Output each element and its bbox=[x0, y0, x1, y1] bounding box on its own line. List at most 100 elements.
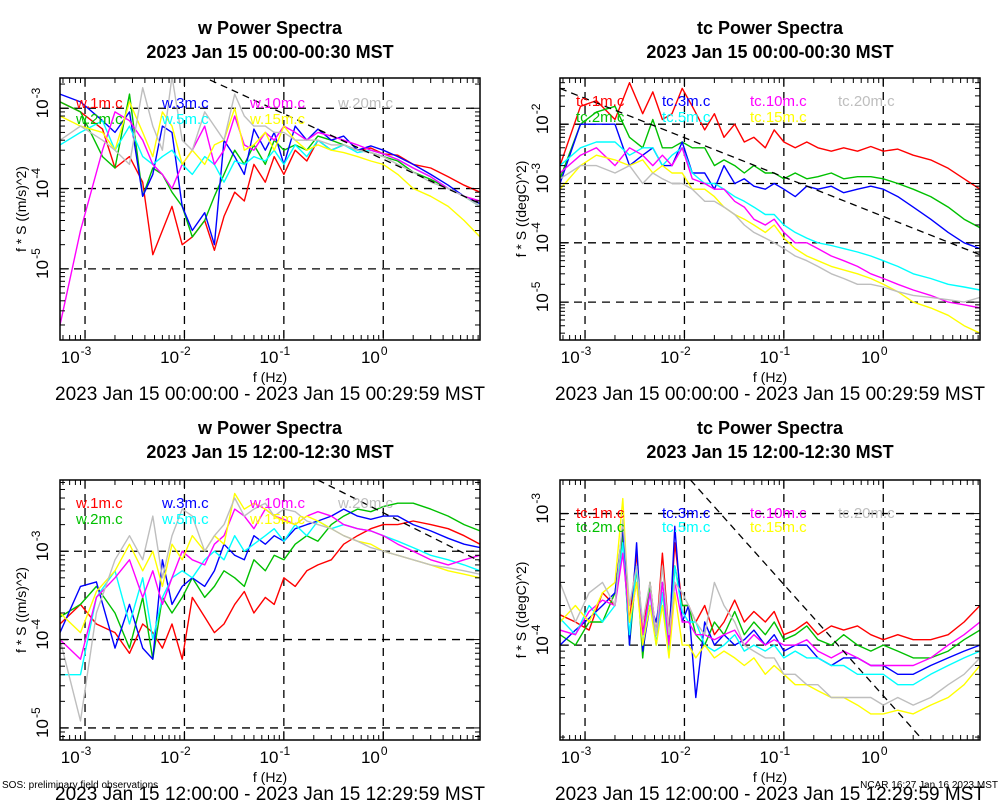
x-tick-label: 100 bbox=[861, 344, 888, 367]
series-line-15m bbox=[560, 497, 980, 715]
x-tick-label: 100 bbox=[361, 744, 388, 767]
reference-slope-line bbox=[317, 480, 480, 562]
footer-right-stamp: NCAR 16:27 Jan 16 2023 MST bbox=[860, 780, 998, 791]
x-tick-label: 100 bbox=[361, 344, 388, 367]
y-axis-label: f * S ((degC)^2) bbox=[513, 161, 529, 258]
series-group bbox=[60, 492, 480, 722]
series-line-1m bbox=[560, 81, 980, 190]
series-line-3m bbox=[560, 123, 980, 250]
y-tick-label: 10-5 bbox=[29, 707, 52, 738]
x-axis-label: f (Hz) bbox=[753, 369, 787, 385]
reference-slope-line bbox=[204, 78, 480, 205]
y-axis-label: f * S ((m/s)^2) bbox=[13, 567, 29, 653]
chart-subtitle: 2023 Jan 15 00:00-00:30 MST bbox=[646, 42, 893, 62]
y-tick-label: 10-4 bbox=[529, 624, 552, 655]
legend-entry-20m: tc.20m.c bbox=[838, 505, 895, 522]
legend-entry-15m: tc.15m.c bbox=[750, 519, 807, 536]
legend-entry-1m: w.1m.c bbox=[75, 495, 123, 512]
series-line-5m bbox=[560, 141, 980, 291]
time-range-label: 2023 Jan 15 00:00:00 - 2023 Jan 15 00:29… bbox=[555, 384, 985, 405]
x-tick-label: 10-2 bbox=[160, 344, 191, 367]
legend-entry-2m: w.2m.c bbox=[75, 511, 123, 528]
legend-entry-5m: w.5m.c bbox=[161, 511, 209, 528]
time-range-label: 2023 Jan 15 00:00:00 - 2023 Jan 15 00:29… bbox=[55, 384, 485, 405]
y-tick-label: 10-3 bbox=[29, 530, 52, 561]
legend-entry-3m: tc.3m.c bbox=[662, 93, 711, 110]
series-group bbox=[60, 78, 480, 326]
series-line-1m bbox=[60, 101, 480, 256]
tc-spectra-night-panel: tc Power Spectra 2023 Jan 15 00:00-00:30 … bbox=[513, 18, 985, 405]
legend-entry-2m: tc.2m.c bbox=[576, 109, 625, 126]
legend-entry-5m: tc.5m.c bbox=[662, 109, 711, 126]
legend-entry-1m: tc.1m.c bbox=[576, 93, 625, 110]
series-line-2m bbox=[60, 93, 480, 238]
y-tick-label: 10-3 bbox=[529, 493, 552, 524]
legend-entry-3m: tc.3m.c bbox=[662, 505, 711, 522]
legend-entry-1m: tc.1m.c bbox=[576, 505, 625, 522]
x-tick-label: 10-1 bbox=[260, 744, 291, 767]
y-tick-label: 10-5 bbox=[29, 248, 52, 279]
series-line-5m bbox=[60, 520, 480, 676]
y-tick-label: 10-4 bbox=[29, 168, 52, 199]
w-spectra-noon-panel: w Power Spectra 2023 Jan 15 12:00-12:30 M… bbox=[13, 418, 485, 800]
chart-title: w Power Spectra bbox=[197, 418, 343, 438]
plot-frame bbox=[59, 77, 481, 341]
y-tick-label: 10-5 bbox=[529, 281, 552, 312]
x-tick-label: 10-3 bbox=[61, 744, 92, 767]
legend-entry-2m: w.2m.c bbox=[75, 111, 123, 128]
reference-slope-line bbox=[689, 480, 924, 740]
legend-entry-10m: tc.10m.c bbox=[750, 505, 807, 522]
x-tick-label: 100 bbox=[861, 744, 888, 767]
x-tick-label: 10-2 bbox=[660, 744, 691, 767]
chart-title: w Power Spectra bbox=[197, 18, 343, 38]
series-line-15m bbox=[60, 101, 480, 238]
legend-entry-5m: w.5m.c bbox=[161, 111, 209, 128]
footer-left-note: SOS: preliminary field observations bbox=[2, 780, 158, 791]
series-group bbox=[560, 497, 980, 715]
x-axis-label: f (Hz) bbox=[253, 369, 287, 385]
w-spectra-night-panel: w Power Spectra 2023 Jan 15 00:00-00:30 M… bbox=[13, 18, 485, 405]
x-tick-label: 10-3 bbox=[561, 744, 592, 767]
x-axis-label: f (Hz) bbox=[253, 769, 287, 785]
series-line-20m bbox=[60, 497, 480, 722]
x-tick-label: 10-3 bbox=[61, 344, 92, 367]
series-line-15m bbox=[560, 154, 980, 334]
legend-entry-10m: w.10m.c bbox=[249, 495, 306, 512]
time-range-label: 2023 Jan 15 12:00:00 - 2023 Jan 15 12:29… bbox=[55, 784, 485, 800]
legend-entry-15m: w.15m.c bbox=[249, 111, 306, 128]
legend-entry-3m: w.3m.c bbox=[161, 495, 209, 512]
series-line-10m bbox=[60, 508, 480, 660]
legend-entry-15m: w.15m.c bbox=[249, 511, 306, 528]
tc-spectra-noon-panel: tc Power Spectra 2023 Jan 15 12:00-12:30 … bbox=[513, 418, 985, 800]
series-line-10m bbox=[60, 111, 480, 326]
y-tick-label: 10-4 bbox=[29, 619, 52, 650]
legend-entry-1m: w.1m.c bbox=[75, 95, 123, 112]
series-line-20m bbox=[560, 518, 980, 706]
series-line-2m bbox=[60, 502, 480, 660]
x-tick-label: 10-3 bbox=[561, 344, 592, 367]
plot-frame bbox=[559, 479, 981, 741]
series-group bbox=[560, 81, 980, 334]
y-tick-label: 10-2 bbox=[529, 103, 552, 134]
chart-subtitle: 2023 Jan 15 12:00-12:30 MST bbox=[646, 442, 893, 462]
series-line-20m bbox=[560, 164, 980, 303]
y-axis-label: f * S ((m/s)^2) bbox=[13, 166, 29, 252]
legend-entry-10m: w.10m.c bbox=[249, 95, 306, 112]
series-line-20m bbox=[60, 78, 480, 207]
x-tick-label: 10-2 bbox=[160, 744, 191, 767]
legend-entry-5m: tc.5m.c bbox=[662, 519, 711, 536]
series-line-2m bbox=[560, 105, 980, 229]
series-line-10m bbox=[560, 147, 980, 309]
legend-entry-15m: tc.15m.c bbox=[750, 109, 807, 126]
chart-title: tc Power Spectra bbox=[697, 18, 844, 38]
legend-entry-2m: tc.2m.c bbox=[576, 519, 625, 536]
legend-entry-20m: w.20m.c bbox=[337, 95, 394, 112]
plot-frame bbox=[59, 479, 481, 741]
legend-entry-20m: w.20m.c bbox=[337, 495, 394, 512]
legend-entry-10m: tc.10m.c bbox=[750, 93, 807, 110]
plot-frame bbox=[559, 77, 981, 341]
legend-entry-20m: tc.20m.c bbox=[838, 93, 895, 110]
x-tick-label: 10-1 bbox=[260, 344, 291, 367]
chart-subtitle: 2023 Jan 15 12:00-12:30 MST bbox=[146, 442, 393, 462]
